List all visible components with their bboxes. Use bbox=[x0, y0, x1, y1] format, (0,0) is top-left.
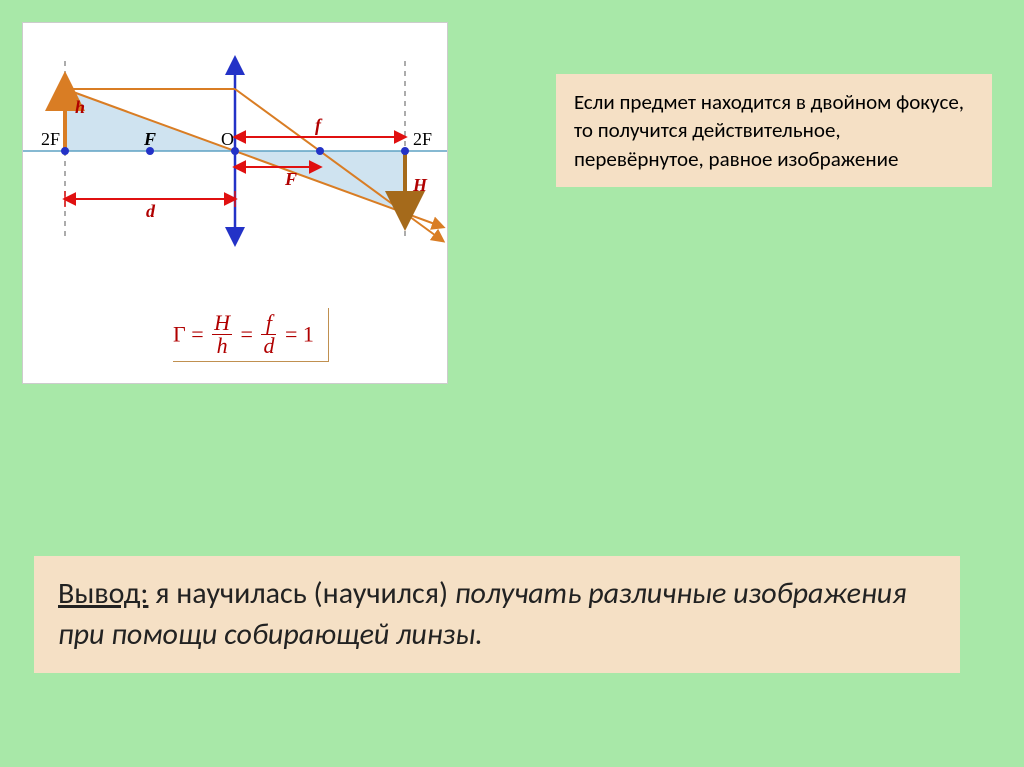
formula-gamma: Г bbox=[173, 322, 186, 347]
formula-h: h bbox=[212, 335, 232, 357]
conclusion-text-plain: я научилась (научился) bbox=[148, 575, 454, 612]
lbl-O: О bbox=[221, 129, 234, 149]
lbl-F-right: F bbox=[284, 169, 297, 189]
lbl-right-2f: 2F bbox=[413, 129, 432, 149]
formula-H: H bbox=[212, 312, 232, 335]
lbl-H: H bbox=[412, 175, 428, 195]
conclusion-box: Вывод: я научилась (научился) получать р… bbox=[34, 556, 960, 673]
conclusion-label: Вывод: bbox=[58, 575, 148, 612]
dot-right-2f bbox=[401, 147, 409, 155]
lbl-d: d bbox=[146, 201, 156, 221]
lbl-left-f: F bbox=[143, 129, 156, 149]
lens-diagram-container: 2F F О 2F h H d f F Г = H h = f d = 1 bbox=[22, 22, 448, 384]
dot-left-2f bbox=[61, 147, 69, 155]
lbl-left-2f: 2F bbox=[41, 129, 60, 149]
image-property-callout: Если предмет находится в двойном фокусе,… bbox=[556, 74, 992, 187]
formula-eq1: = bbox=[191, 322, 203, 347]
lens-ray-diagram: 2F F О 2F h H d f F bbox=[23, 41, 447, 261]
formula-frac-fd: f d bbox=[261, 312, 276, 357]
formula-rhs: 1 bbox=[303, 322, 314, 347]
lbl-f: f bbox=[315, 115, 323, 135]
slide-root: 2F F О 2F h H d f F Г = H h = f d = 1 bbox=[0, 0, 1024, 767]
dot-right-f bbox=[316, 147, 324, 155]
formula-eq3: = bbox=[285, 322, 297, 347]
magnification-formula: Г = H h = f d = 1 bbox=[173, 308, 329, 362]
formula-frac-Hh: H h bbox=[212, 312, 232, 357]
callout-text: Если предмет находится в двойном фокусе,… bbox=[574, 89, 964, 172]
formula-eq2: = bbox=[241, 322, 253, 347]
lbl-h: h bbox=[75, 97, 85, 117]
ray-parallel-refracted bbox=[235, 89, 443, 241]
formula-d: d bbox=[261, 335, 276, 357]
formula-f: f bbox=[261, 312, 276, 335]
